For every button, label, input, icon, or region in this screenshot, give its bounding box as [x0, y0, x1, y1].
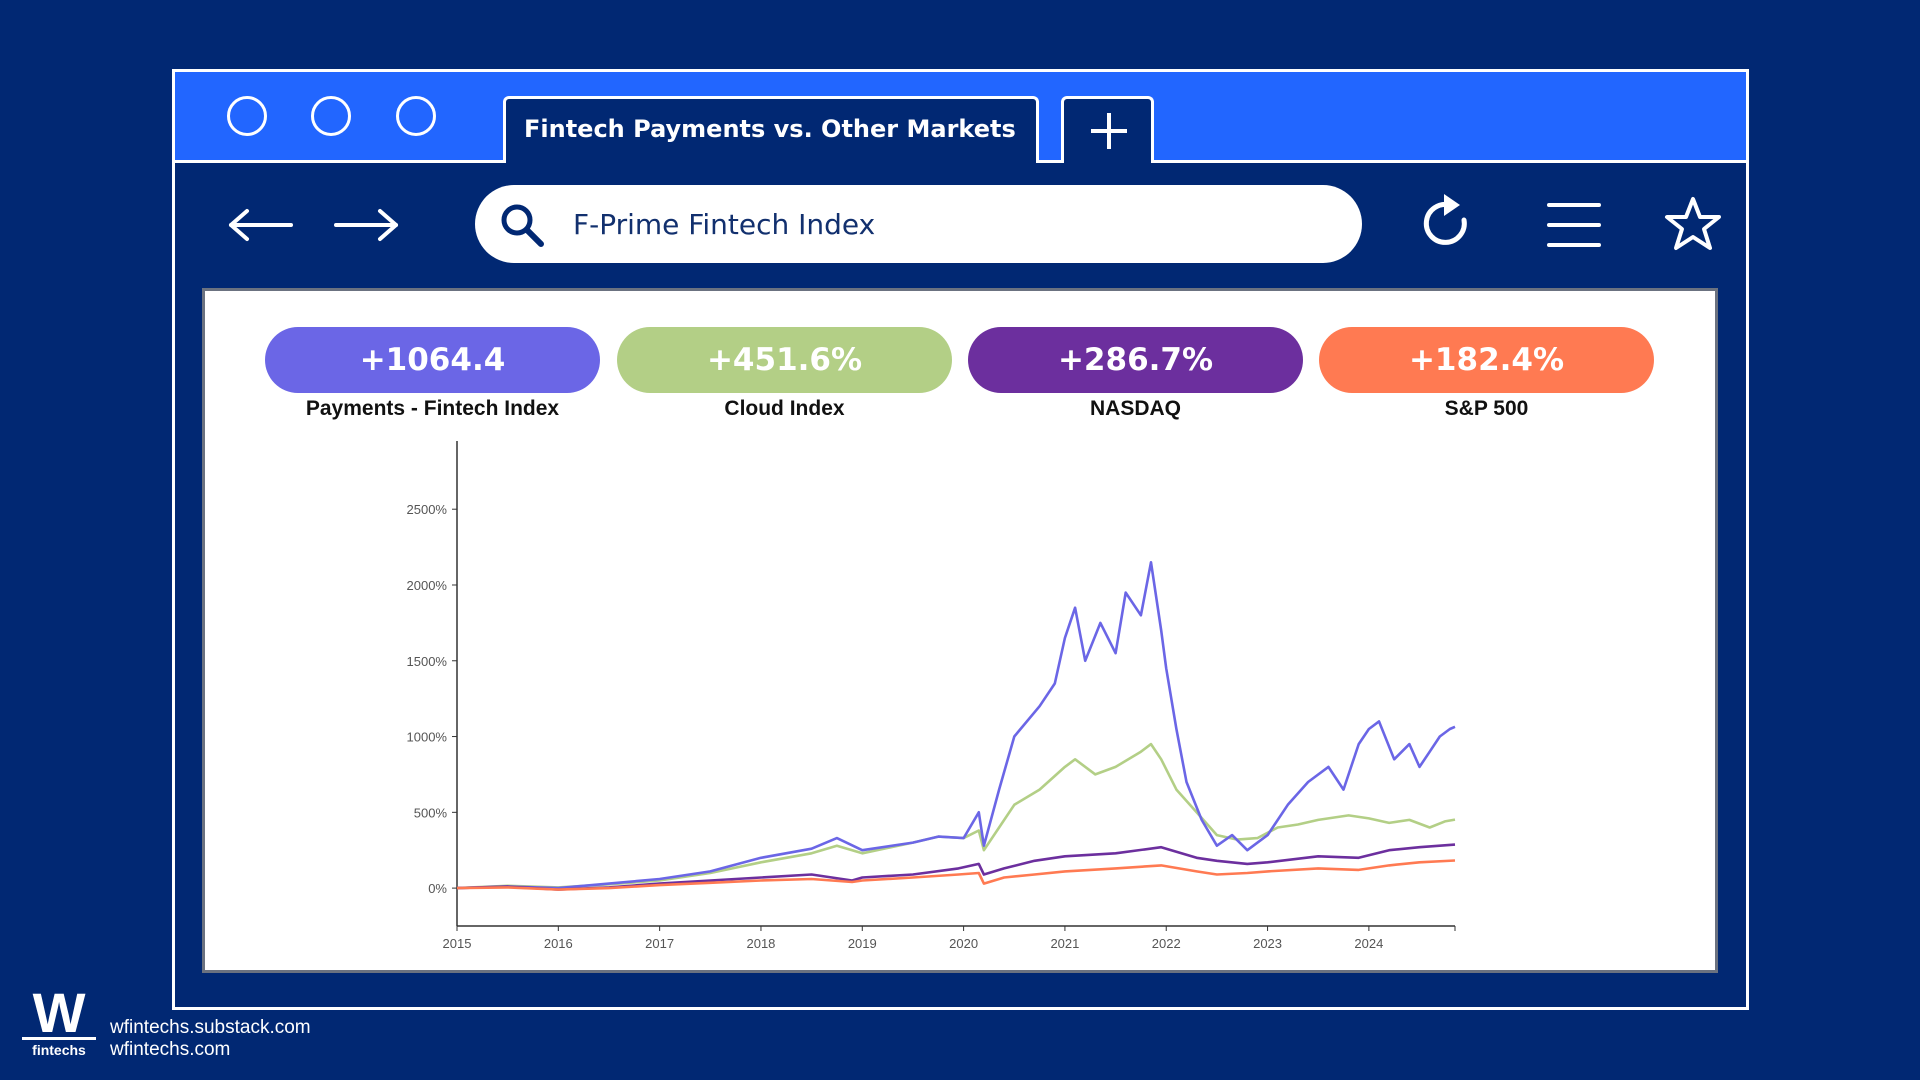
y-tick-label: 2500% — [407, 502, 448, 517]
reload-icon[interactable] — [1420, 192, 1476, 254]
y-tick-label: 1500% — [407, 654, 448, 669]
series-line-nasdaq — [456, 843, 1456, 891]
stat-pill-payments: +1064.4 — [265, 327, 600, 393]
forward-arrow-icon[interactable] — [332, 207, 400, 243]
tab-active[interactable]: Fintech Payments vs. Other Markets — [503, 96, 1039, 163]
star-icon[interactable] — [1664, 196, 1722, 252]
stat-label-nasdaq: NASDAQ — [1089, 397, 1181, 420]
x-tick-label: 2015 — [443, 936, 472, 951]
y-tick-label: 2000% — [407, 578, 448, 593]
y-tick-label: 1000% — [407, 730, 448, 745]
footer-link-website[interactable]: wfintechs.com — [110, 1039, 231, 1060]
menu-icon[interactable] — [1546, 200, 1602, 250]
y-tick-label: 500% — [414, 805, 448, 820]
x-tick-label: 2023 — [1253, 936, 1282, 951]
search-bar[interactable] — [475, 185, 1362, 263]
series-line-payments-fintech-index — [456, 561, 1456, 890]
plus-icon — [1107, 113, 1111, 149]
window-circle-icon[interactable] — [311, 96, 351, 136]
series-line-cloud-index — [456, 742, 1456, 890]
stat-label-cloud: Cloud Index — [724, 397, 845, 420]
x-tick-label: 2021 — [1050, 936, 1079, 951]
browser-window: Fintech Payments vs. Other Markets +1064… — [172, 69, 1749, 1010]
footer-link-substack[interactable]: wfintechs.substack.com — [110, 1017, 311, 1038]
y-tick-label: 0% — [428, 881, 447, 896]
x-tick-label: 2017 — [645, 936, 674, 951]
search-icon[interactable] — [499, 202, 545, 248]
logo-subtext: fintechs — [32, 1042, 86, 1058]
chart-panel: +1064.4 Payments - Fintech Index +451.6%… — [202, 288, 1718, 973]
stat-label-payments: Payments - Fintech Index — [305, 397, 560, 420]
x-tick-label: 2019 — [848, 936, 877, 951]
series-line-s-p-500 — [456, 859, 1456, 891]
logo-letter: W — [32, 981, 86, 1044]
window-circle-icon[interactable] — [227, 96, 267, 136]
back-arrow-icon[interactable] — [227, 207, 295, 243]
stat-pill-cloud: +451.6% — [617, 327, 952, 393]
window-circle-icon[interactable] — [396, 96, 436, 136]
stat-pill-sp500: +182.4% — [1319, 327, 1654, 393]
line-chart: 0% 500% 1000% 1500% 2000% 2500% 2015 2016 2017 20… — [407, 441, 1456, 951]
new-tab-button[interactable] — [1061, 96, 1154, 163]
x-tick-label: 2020 — [949, 936, 978, 951]
wfintechs-logo: W fintechs — [20, 981, 98, 1060]
x-tick-label: 2024 — [1354, 936, 1383, 951]
title-bar: Fintech Payments vs. Other Markets — [175, 72, 1746, 163]
x-tick-label: 2018 — [746, 936, 775, 951]
stat-pill-nasdaq: +286.7% — [968, 327, 1303, 393]
stat-label-sp500: S&P 500 — [1444, 397, 1529, 420]
footer-links: wfintechs.substack.com wfintechs.com — [110, 1017, 311, 1061]
x-tick-label: 2016 — [544, 936, 573, 951]
logo-divider — [22, 1037, 96, 1040]
x-tick-label: 2022 — [1152, 936, 1181, 951]
search-input[interactable] — [573, 199, 1313, 249]
